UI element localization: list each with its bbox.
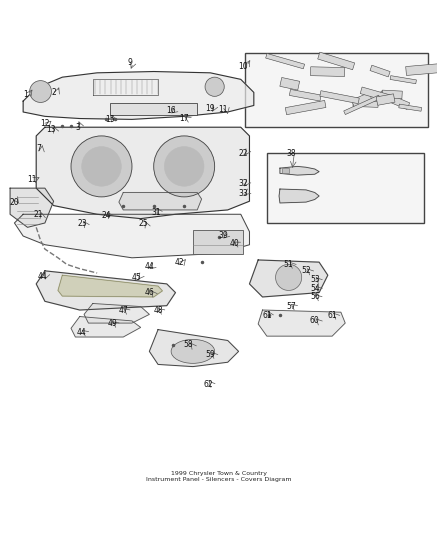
Text: 31: 31 — [151, 207, 161, 216]
Polygon shape — [266, 53, 304, 69]
Text: 22: 22 — [238, 149, 247, 158]
Text: 9: 9 — [127, 58, 132, 67]
Text: 48: 48 — [153, 306, 163, 316]
Circle shape — [205, 77, 224, 96]
Polygon shape — [280, 166, 319, 175]
Circle shape — [164, 147, 204, 186]
Text: 7: 7 — [36, 144, 41, 154]
Polygon shape — [378, 91, 410, 109]
Polygon shape — [280, 77, 300, 90]
Bar — [110, 103, 197, 115]
Text: 45: 45 — [131, 273, 141, 282]
Polygon shape — [290, 90, 321, 101]
Circle shape — [276, 264, 302, 290]
Text: 19: 19 — [205, 104, 215, 114]
Text: 2: 2 — [51, 88, 56, 97]
Text: 54: 54 — [310, 284, 320, 293]
Polygon shape — [36, 271, 176, 310]
Text: 52: 52 — [301, 266, 311, 276]
Polygon shape — [10, 188, 53, 228]
Polygon shape — [23, 71, 254, 119]
Text: 33: 33 — [238, 189, 248, 198]
Polygon shape — [84, 303, 149, 323]
Text: 17: 17 — [180, 114, 189, 123]
Text: 44: 44 — [77, 328, 87, 337]
Text: 38: 38 — [286, 149, 296, 158]
Polygon shape — [360, 87, 392, 102]
Text: 3: 3 — [75, 123, 80, 132]
Text: 20: 20 — [10, 198, 19, 207]
Polygon shape — [119, 192, 201, 210]
Polygon shape — [318, 52, 355, 70]
Polygon shape — [351, 93, 373, 109]
Bar — [193, 230, 243, 254]
Text: 11: 11 — [27, 175, 37, 184]
Bar — [245, 53, 428, 127]
Text: 56: 56 — [310, 293, 320, 302]
Text: 44: 44 — [38, 272, 48, 280]
Text: 49: 49 — [107, 319, 117, 328]
Polygon shape — [406, 63, 438, 76]
Text: 11: 11 — [219, 106, 228, 114]
Text: 53: 53 — [310, 275, 320, 284]
Polygon shape — [285, 100, 326, 115]
Text: 32: 32 — [238, 179, 248, 188]
Text: 23: 23 — [77, 220, 87, 228]
Circle shape — [30, 80, 51, 102]
Polygon shape — [36, 127, 250, 219]
Polygon shape — [71, 317, 141, 337]
Text: 57: 57 — [286, 302, 296, 311]
Text: 1999 Chrysler Town & Country
Instrument Panel - Silencers - Covers Diagram: 1999 Chrysler Town & Country Instrument … — [146, 471, 292, 482]
Text: 16: 16 — [166, 106, 176, 115]
Text: 39: 39 — [219, 231, 228, 240]
Text: 13: 13 — [46, 125, 56, 134]
Polygon shape — [353, 101, 378, 107]
Text: 21: 21 — [34, 210, 43, 219]
Polygon shape — [149, 329, 239, 367]
Text: 40: 40 — [230, 239, 239, 248]
Text: 25: 25 — [138, 220, 148, 228]
Text: 51: 51 — [284, 260, 293, 269]
Polygon shape — [344, 95, 380, 115]
Text: 58: 58 — [184, 341, 193, 349]
Ellipse shape — [171, 340, 215, 364]
Text: 46: 46 — [145, 288, 154, 297]
Bar — [267, 154, 424, 223]
Polygon shape — [370, 65, 390, 77]
Polygon shape — [382, 90, 402, 99]
Text: 62: 62 — [203, 379, 213, 389]
Polygon shape — [399, 104, 422, 111]
Polygon shape — [14, 214, 250, 258]
Polygon shape — [250, 260, 328, 297]
Text: 24: 24 — [101, 211, 111, 220]
Polygon shape — [279, 189, 319, 203]
Text: 1: 1 — [23, 90, 28, 99]
Text: 47: 47 — [118, 306, 128, 316]
Text: 61: 61 — [262, 311, 272, 320]
Text: 44: 44 — [145, 262, 154, 271]
Circle shape — [82, 147, 121, 186]
Polygon shape — [390, 76, 417, 84]
Text: 59: 59 — [205, 350, 215, 359]
Text: 60: 60 — [310, 317, 320, 326]
Polygon shape — [376, 94, 395, 106]
Circle shape — [71, 136, 132, 197]
Text: 42: 42 — [175, 257, 185, 266]
Circle shape — [154, 136, 215, 197]
Polygon shape — [258, 310, 345, 336]
Polygon shape — [320, 91, 359, 103]
Bar — [282, 168, 289, 173]
Text: 12: 12 — [40, 119, 49, 128]
Polygon shape — [311, 67, 345, 76]
Text: 10: 10 — [238, 62, 248, 71]
Text: 15: 15 — [106, 115, 115, 124]
Polygon shape — [58, 275, 162, 297]
Text: 61: 61 — [327, 311, 337, 320]
